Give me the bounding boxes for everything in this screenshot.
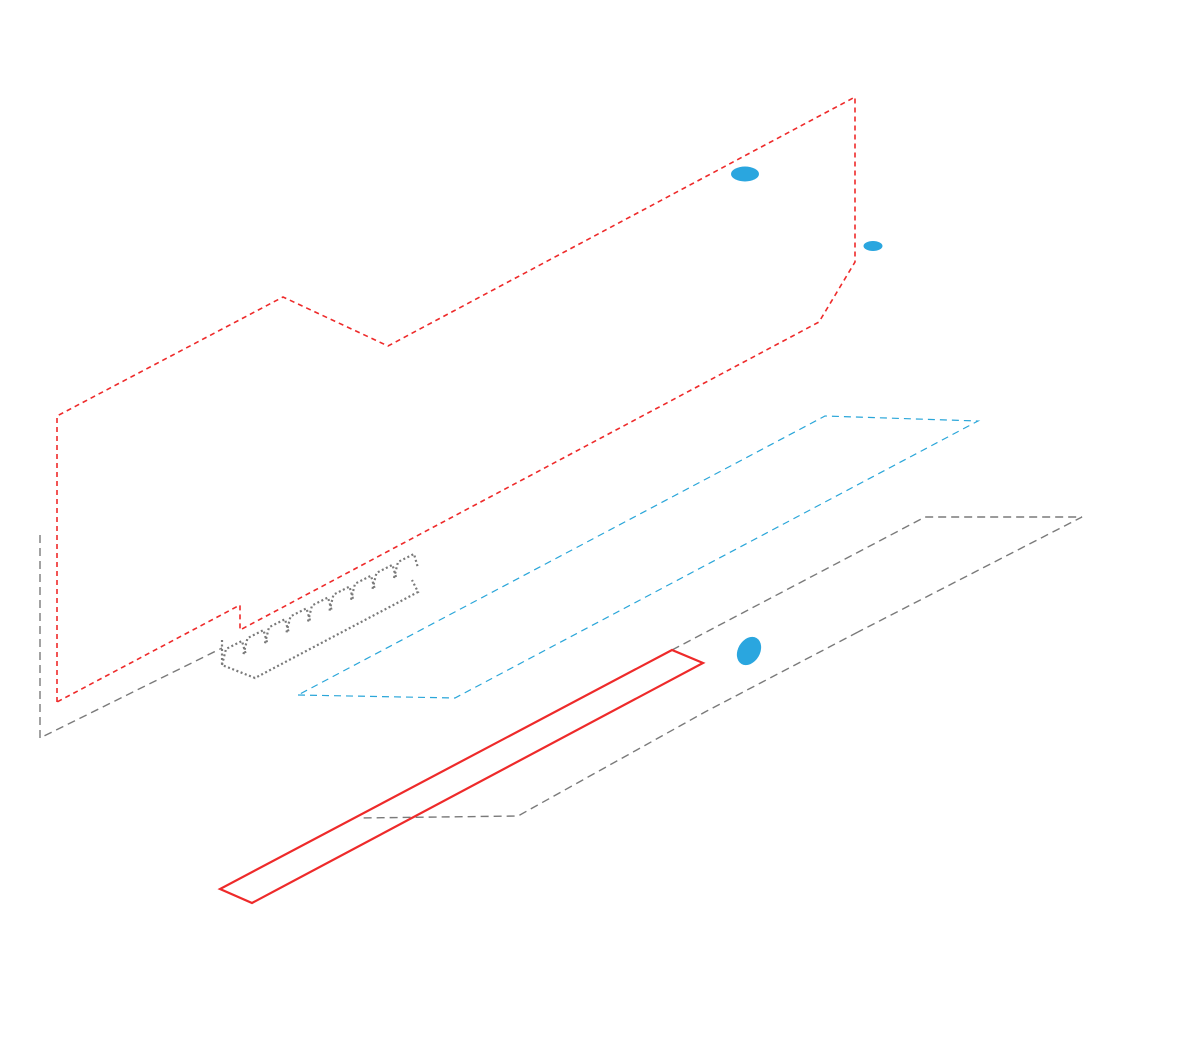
connector-finger	[263, 617, 291, 644]
mount-hole-small	[863, 241, 883, 251]
connector-finger	[392, 552, 420, 579]
connector-finger	[328, 585, 355, 611]
edge-connector-fingers	[220, 552, 420, 680]
connector-finger	[306, 595, 334, 622]
base-plate-outline	[39, 516, 1083, 819]
bracket-outline	[217, 648, 706, 905]
connector-finger	[242, 628, 269, 655]
card-board-outline	[56, 95, 856, 703]
mount-hole-lower	[736, 636, 762, 666]
connector-base	[220, 579, 420, 680]
connector-finger	[285, 606, 312, 633]
slot-outline	[297, 415, 981, 699]
mount-hole-large	[731, 166, 759, 182]
connector-finger	[349, 574, 377, 601]
connector-finger	[220, 639, 248, 666]
connector-finger	[371, 563, 398, 590]
